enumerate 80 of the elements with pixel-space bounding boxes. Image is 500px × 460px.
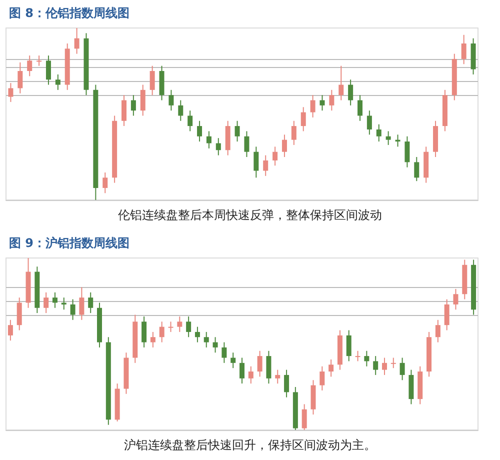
candlestick <box>272 146 278 166</box>
candlestick <box>206 130 212 149</box>
candlestick <box>263 154 268 176</box>
candlestick <box>168 321 174 332</box>
candlestick <box>194 326 200 343</box>
candlestick <box>177 316 182 332</box>
candlestick <box>27 55 32 77</box>
candlestick <box>46 55 51 86</box>
candlestick <box>244 130 250 158</box>
candlestick <box>338 65 344 101</box>
candlestick <box>310 94 316 118</box>
candlestick <box>36 55 42 66</box>
candlestick <box>88 292 94 314</box>
candlestick <box>216 138 221 156</box>
candlestick <box>8 82 14 102</box>
candlestick <box>102 172 108 194</box>
candlestick <box>266 350 272 384</box>
candlestick <box>400 357 405 381</box>
candlestick <box>386 130 391 146</box>
candlestick <box>204 331 209 348</box>
candlestick <box>61 297 66 310</box>
candlestick <box>414 156 420 182</box>
candlestick <box>461 34 466 65</box>
candlestick <box>70 298 76 320</box>
candlestick <box>44 292 49 314</box>
candlestick <box>16 297 22 331</box>
candlestick <box>74 28 80 54</box>
candlestick <box>390 357 396 369</box>
candlestick <box>8 319 13 342</box>
candlestick <box>140 84 146 116</box>
candlestick <box>222 342 227 364</box>
candlestick <box>444 298 450 331</box>
candlestick <box>302 404 307 430</box>
candlestick <box>320 94 325 112</box>
candlestick <box>364 350 370 367</box>
candlestick <box>329 89 334 112</box>
candlestick <box>55 74 60 90</box>
candlestick <box>404 136 410 168</box>
candlestick <box>284 369 290 398</box>
candlestick <box>254 146 259 178</box>
candlestick <box>373 356 378 376</box>
candlestick <box>348 79 354 106</box>
candlestick <box>300 106 306 132</box>
candlestick <box>257 350 262 378</box>
candlestick <box>230 352 236 369</box>
text: 伦铝连续盘整后本周快速反弹，整体保持区间波动 <box>118 208 382 222</box>
candlestick <box>275 369 280 384</box>
candlestick <box>355 350 360 362</box>
candlestick <box>122 94 126 127</box>
candlestick <box>328 358 334 378</box>
candlestick <box>186 316 192 338</box>
candlestick <box>382 357 387 376</box>
candlestick <box>248 366 254 384</box>
candlestick <box>150 331 156 348</box>
candlestick <box>366 110 372 136</box>
candlestick <box>346 330 352 362</box>
candlestick <box>291 120 296 146</box>
text: 沪铝连续盘整后快速回升，保持区间波动为主。 <box>124 438 376 452</box>
candlestick <box>142 316 147 348</box>
candlestick <box>178 100 184 122</box>
candlestick <box>234 120 240 142</box>
candlestick <box>18 62 23 94</box>
candlestick <box>188 110 193 132</box>
candlestick <box>197 120 202 142</box>
candlestick <box>240 357 244 384</box>
candlestick <box>282 134 287 158</box>
candlestick <box>358 94 362 122</box>
candlestick <box>320 366 325 391</box>
chart-title: 图 8：伦铝指数周线图 <box>9 6 130 20</box>
candlestick <box>79 286 84 320</box>
candlestick <box>435 319 440 343</box>
candlestick <box>130 94 136 116</box>
candlestick <box>150 65 155 96</box>
candlestick <box>168 89 174 112</box>
candlestick <box>453 288 458 310</box>
chart-title: 图 9：沪铝指数周线图 <box>9 236 130 250</box>
candlestick <box>376 124 382 142</box>
candlestick <box>52 292 58 308</box>
candlestick <box>159 321 164 343</box>
candlestick <box>212 336 218 354</box>
